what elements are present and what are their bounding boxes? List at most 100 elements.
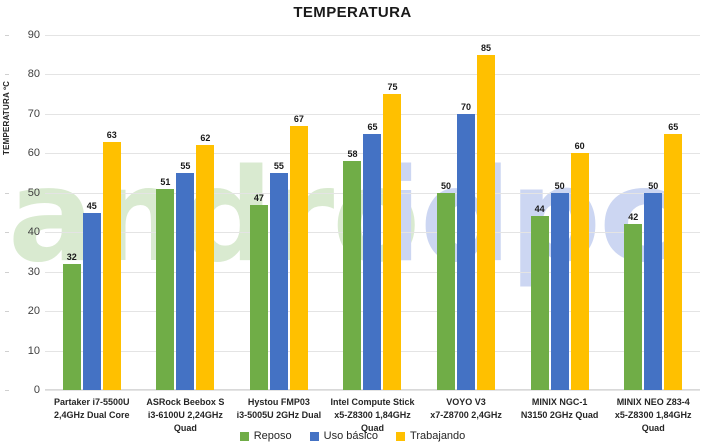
x-axis-category-line: MINIX NEO Z83-4 <box>616 397 690 407</box>
bar[interactable]: 45 <box>82 201 101 390</box>
bar-rect[interactable] <box>437 192 456 390</box>
bar[interactable]: 58 <box>343 149 362 390</box>
bar-rect[interactable] <box>457 113 476 390</box>
bar[interactable]: 44 <box>530 204 549 390</box>
bar-value-label: 51 <box>160 176 171 187</box>
y-axis-tick-label: 10 <box>5 345 40 357</box>
bar[interactable]: 50 <box>644 181 663 390</box>
bar-rect[interactable] <box>82 212 101 390</box>
x-axis-category-line: i3-5005U 2GHz Dual <box>236 410 322 420</box>
bar-value-label: 85 <box>481 42 492 53</box>
bar-rect[interactable] <box>343 161 362 390</box>
legend-label: Reposo <box>253 430 292 442</box>
bar[interactable]: 65 <box>664 122 683 390</box>
x-axis-category-label: VOYO V3 x7-Z8700 2,4GHz <box>419 396 513 422</box>
legend-swatch-icon <box>239 431 249 441</box>
bar-value-label: 70 <box>461 101 472 112</box>
legend-label: Trabajando <box>410 430 466 442</box>
bar[interactable]: 50 <box>550 181 569 390</box>
y-axis-tick-mark <box>5 390 9 391</box>
y-axis-tick-label: 80 <box>5 68 40 80</box>
bar-rect[interactable] <box>62 263 81 390</box>
x-axis-category-label: Partaker i7-5500U 2,4GHz Dual Core <box>45 396 139 422</box>
bar-value-label: 55 <box>273 161 284 172</box>
bar-group: 50 70 85 <box>419 35 513 390</box>
y-axis-tick-mark <box>5 35 9 36</box>
bar-value-label: 45 <box>86 200 97 211</box>
bar-value-label: 47 <box>253 192 264 203</box>
bar[interactable]: 70 <box>457 102 476 390</box>
bar-value-label: 62 <box>200 133 211 144</box>
bar-rect[interactable] <box>644 192 663 390</box>
bar-rect[interactable] <box>570 153 589 390</box>
bar-rect[interactable] <box>269 173 288 390</box>
y-axis-tick-mark <box>5 192 9 194</box>
bar-value-label: 67 <box>293 113 304 124</box>
x-axis-category-line: i3-6100U 2,24GHz Quad <box>147 410 223 433</box>
bar-group: 51 55 62 <box>139 35 233 390</box>
bar-value-label: 42 <box>628 212 639 223</box>
bar-value-label: 65 <box>668 121 679 132</box>
gridline <box>45 113 700 115</box>
bar[interactable]: 47 <box>249 193 268 390</box>
bar[interactable]: 51 <box>156 177 175 390</box>
bar-value-label: 58 <box>347 149 358 160</box>
bar[interactable]: 55 <box>269 161 288 390</box>
bar[interactable]: 50 <box>437 181 456 390</box>
bar-rect[interactable] <box>156 188 175 390</box>
bar[interactable]: 55 <box>176 161 195 390</box>
y-axis-tick-mark <box>5 271 9 273</box>
bar-rect[interactable] <box>363 133 382 390</box>
y-axis-tick-label: 50 <box>5 187 40 199</box>
bar-group: 47 55 67 <box>232 35 326 390</box>
bar-rect[interactable] <box>624 224 643 390</box>
y-axis-tick-label: 30 <box>5 266 40 278</box>
bar[interactable]: 60 <box>570 141 589 390</box>
y-axis-tick-label: 70 <box>5 108 40 120</box>
bar-rect[interactable] <box>664 133 683 390</box>
y-axis-tick-mark <box>5 232 9 234</box>
bar-rect[interactable] <box>102 141 121 390</box>
bar-group: 58 65 75 <box>326 35 420 390</box>
bar-value-label: 63 <box>106 129 117 140</box>
bar-value-label: 60 <box>574 141 585 152</box>
bar[interactable]: 32 <box>62 252 81 390</box>
x-axis-category-line: x7-Z8700 2,4GHz <box>430 410 502 420</box>
bar[interactable]: 42 <box>624 212 643 390</box>
bar-rect[interactable] <box>176 173 195 390</box>
bar-rect[interactable] <box>196 145 215 390</box>
bar-rect[interactable] <box>550 192 569 390</box>
bar-rect[interactable] <box>383 94 402 390</box>
bar[interactable]: 67 <box>289 114 308 390</box>
bar-value-label: 65 <box>367 121 378 132</box>
y-axis-tick-mark <box>5 113 9 115</box>
x-axis-category-line: N3150 2GHz Quad <box>520 410 599 420</box>
bar[interactable]: 75 <box>383 82 402 390</box>
bar-rect[interactable] <box>477 54 496 390</box>
bar[interactable]: 65 <box>363 122 382 390</box>
legend-item-reposo[interactable]: Reposo <box>239 430 292 442</box>
legend-item-trabajando[interactable]: Trabajando <box>396 430 465 442</box>
x-axis-category-line: 2,4GHz Dual Core <box>54 410 130 420</box>
bar[interactable]: 85 <box>477 43 496 390</box>
y-axis-tick-mark <box>5 350 9 352</box>
bar[interactable]: 62 <box>196 133 215 390</box>
x-axis-category-line: Intel Compute Stick <box>330 397 415 407</box>
y-axis-tick-mark <box>5 74 9 76</box>
x-axis-category-label: MINIX NGC-1 N3150 2GHz Quad <box>513 396 607 422</box>
x-axis-category-line: MINIX NGC-1 <box>531 397 588 407</box>
legend-item-uso-básico[interactable]: Uso básico <box>309 430 378 442</box>
x-axis-category-label: Hystou FMP03 i3-5005U 2GHz Dual <box>232 396 326 422</box>
x-axis-category-line: Hystou FMP03 <box>247 397 310 407</box>
bar-value-label: 55 <box>180 161 191 172</box>
x-axis-category-line: ASRock Beebox S <box>146 397 225 407</box>
x-axis-category-label: ASRock Beebox S i3-6100U 2,24GHz Quad <box>139 396 233 435</box>
bar[interactable]: 63 <box>102 130 121 390</box>
legend-swatch-icon <box>309 431 319 441</box>
bar-rect[interactable] <box>249 204 268 390</box>
chart-legend: Reposo Uso básico Trabajando <box>0 430 705 442</box>
bar-rect[interactable] <box>289 125 308 390</box>
bar-rect[interactable] <box>530 216 549 390</box>
bar-group: 42 50 65 <box>606 35 700 390</box>
plot-area: 0 10 20 30 40 50 60 70 80 90 32 45 63 51 55 62 47 55 67 58 6… <box>5 29 700 396</box>
